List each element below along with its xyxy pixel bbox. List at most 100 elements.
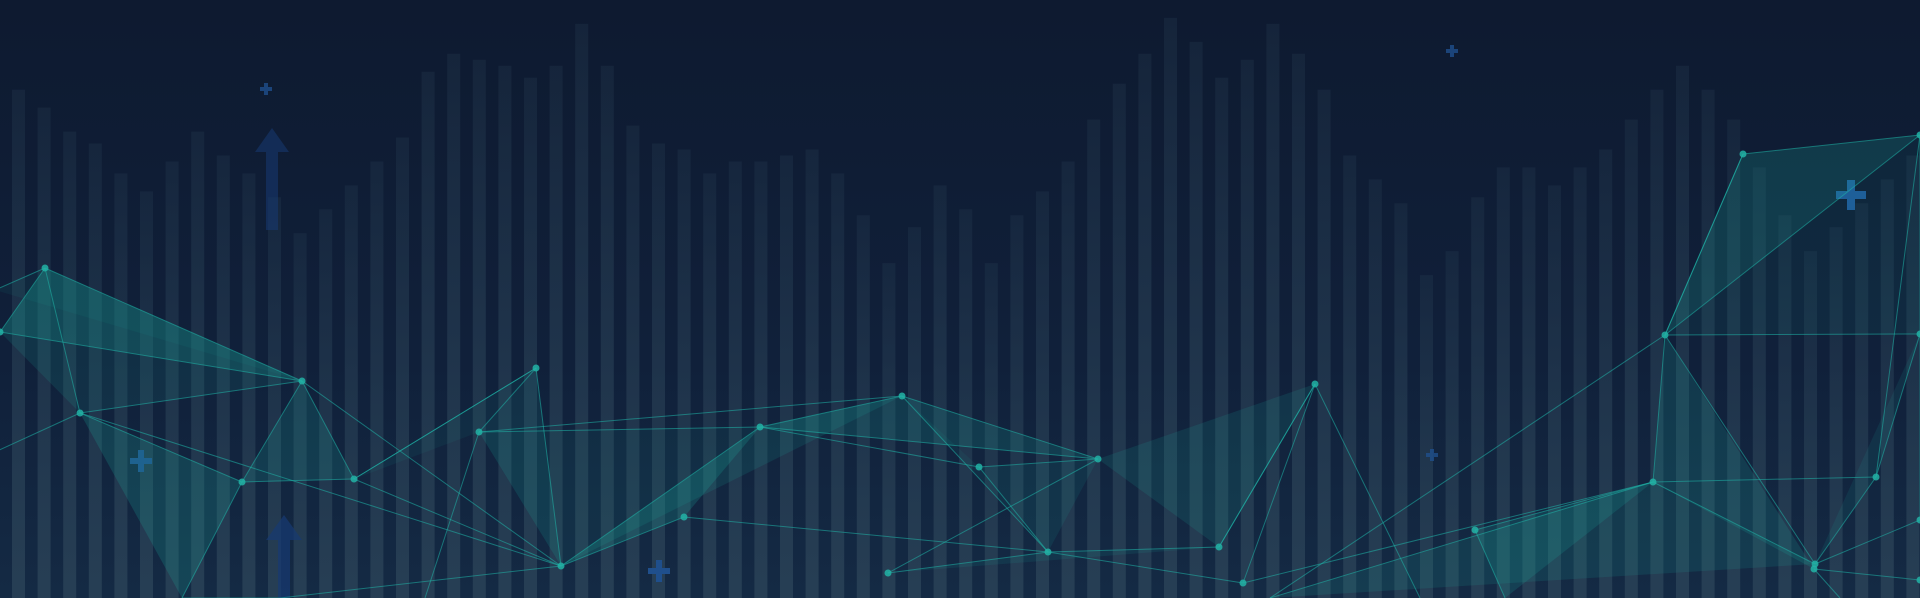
mesh-edge (1814, 476, 1877, 565)
background-bar (626, 125, 640, 598)
plus-icon (1836, 180, 1866, 210)
mesh-edge (1218, 383, 1316, 548)
background-bar (370, 161, 384, 598)
mesh-node (975, 463, 983, 471)
mesh-node (1872, 473, 1880, 481)
background-bar (524, 77, 537, 598)
mesh-edge (1047, 551, 1244, 584)
background-bar (1548, 185, 1561, 598)
mesh-node (1649, 478, 1657, 486)
background-bar (1087, 119, 1101, 598)
background-bar (1855, 203, 1869, 598)
background-bar (780, 155, 793, 598)
background-bar (1215, 77, 1229, 598)
background-bar (728, 161, 742, 598)
background-bar (1829, 227, 1843, 598)
mesh-edge (759, 426, 980, 468)
mesh-edge (241, 478, 355, 483)
background-bar (396, 137, 409, 598)
mesh-node (557, 562, 565, 570)
background-bar (1394, 203, 1408, 598)
background-bar (882, 263, 896, 598)
mesh-facet (0, 268, 302, 381)
background-bar (754, 161, 768, 598)
mesh-edge (1242, 481, 1654, 584)
background-bar (1752, 167, 1766, 598)
mesh-edge (1242, 383, 1316, 584)
mesh-node (1916, 516, 1920, 524)
background-bar (165, 161, 179, 598)
mesh-edge (478, 426, 761, 433)
mesh-edge (1814, 519, 1920, 565)
mesh-node (884, 569, 892, 577)
mesh-node (1311, 380, 1319, 388)
background-bar (216, 155, 230, 598)
mesh-node (1094, 455, 1102, 463)
background-bar (1624, 119, 1638, 598)
mesh-edge (1664, 134, 1920, 336)
mesh-facet (888, 547, 1219, 573)
mesh-edge (887, 458, 1099, 574)
mesh-edge (0, 267, 46, 289)
background-bar (268, 197, 281, 598)
mesh-edge (535, 367, 562, 567)
mesh-facet (45, 268, 302, 413)
mesh-node (1916, 330, 1920, 338)
mesh-edge (1664, 153, 1744, 336)
mesh-edge (1269, 334, 1666, 598)
background-bar (447, 53, 461, 598)
mesh-edge (0, 331, 303, 382)
mesh-edge (0, 267, 46, 333)
background-bar (1343, 155, 1357, 598)
background-bar (1189, 41, 1203, 598)
background-bar (12, 89, 25, 598)
background-bar (1701, 89, 1715, 598)
background-bar (549, 65, 563, 598)
background-bar (421, 71, 435, 598)
mesh-edge (301, 380, 562, 567)
background-bar (1164, 17, 1177, 598)
mesh-node-group (0, 131, 1920, 587)
plus-icon (648, 560, 670, 582)
background-bar (1266, 23, 1280, 598)
mesh-node (1739, 150, 1747, 158)
background-bar (472, 59, 486, 598)
mesh-facet (479, 368, 561, 566)
mesh-node (1044, 548, 1052, 556)
mesh-edge (1742, 134, 1920, 155)
mesh-facet (1098, 384, 1315, 547)
background-bar (703, 173, 717, 598)
mesh-edge (279, 565, 562, 598)
mesh-fill-group (0, 135, 1920, 598)
background-bar (933, 185, 947, 598)
mesh-facet (760, 396, 1098, 459)
mesh-facet (242, 381, 354, 482)
mesh-facet (0, 268, 302, 381)
mesh-edge (1875, 134, 1920, 478)
arrow-up-icon (255, 128, 289, 230)
mesh-edge (978, 458, 1099, 468)
mesh-edge (560, 516, 685, 567)
background-bar (88, 143, 102, 598)
background-bar (1368, 179, 1382, 598)
mesh-edge (353, 478, 562, 567)
mesh-node (756, 423, 764, 431)
mesh-node (532, 364, 540, 372)
mesh-facet (80, 413, 242, 598)
mesh-edge (79, 412, 243, 483)
background-bar (1240, 59, 1254, 598)
background-bar (1420, 275, 1433, 598)
mesh-node (475, 428, 483, 436)
mesh-node (1810, 565, 1818, 573)
mesh-node (680, 513, 688, 521)
background-bar (984, 263, 998, 598)
mesh-facet (1475, 482, 1653, 598)
background-bar (1292, 53, 1305, 598)
background-bar (1112, 83, 1126, 598)
mesh-edge (478, 367, 537, 433)
mesh-edge (1875, 333, 1920, 478)
background-bar (1906, 155, 1920, 598)
